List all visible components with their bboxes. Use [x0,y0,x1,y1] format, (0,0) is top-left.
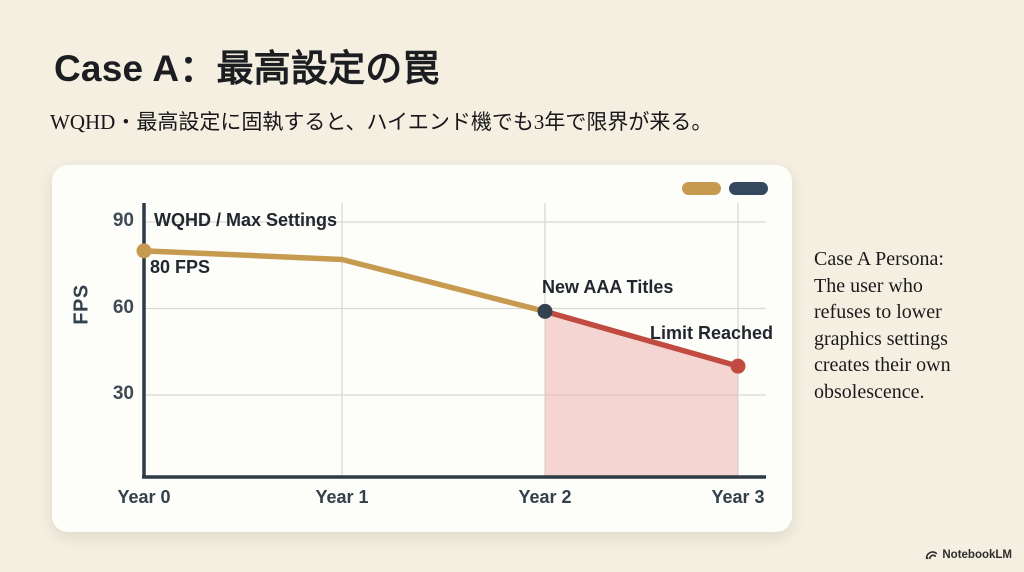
page-title: Case A：最高設定の罠 [54,48,440,89]
x-tick-year1: Year 1 [315,487,369,507]
x-tick-year2: Year 2 [518,487,572,507]
page-subtitle: WQHD・最高設定に固執すると、ハイエンド機でも3年で限界が来る。 [50,110,713,134]
notebooklm-logo-text: NotebookLM [942,548,1012,561]
y-tick-60: 60 [112,297,134,318]
annotation-limit-reached: Limit Reached [650,323,774,343]
fps-line-chart [136,203,766,479]
y-tick-90: 90 [112,210,134,231]
annotation-80fps: 80 FPS [150,257,211,277]
legend-swatch-navy [729,182,768,195]
x-tick-year0: Year 0 [117,487,171,507]
chart-legend [682,182,768,195]
notebooklm-logo-icon [925,548,938,561]
legend-swatch-gold [682,182,721,195]
annotation-wqhd-max-settings: WQHD / Max Settings [154,210,338,230]
persona-text: Case A Persona: The user who refuses to … [814,248,951,403]
notebooklm-branding: NotebookLM [925,548,1012,561]
y-tick-30: 30 [112,383,134,404]
annotation-new-aaa-titles: New AAA Titles [542,277,674,297]
fps-chart-card: FPS 90 60 30 Year 0 Year 1 Year 2 Year 3… [52,165,792,532]
x-tick-year3: Year 3 [711,487,765,507]
